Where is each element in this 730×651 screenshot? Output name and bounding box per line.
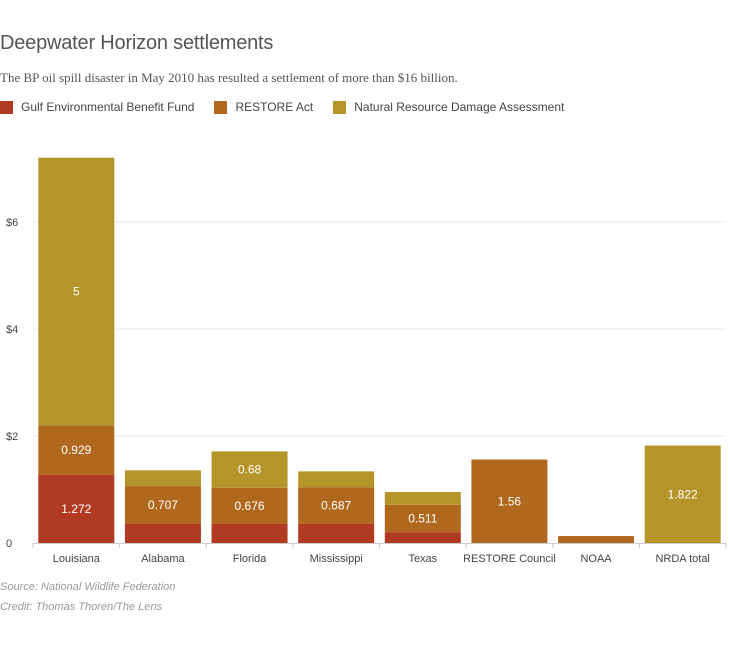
data-label: 0.676 (235, 499, 265, 513)
bar-segment (384, 532, 461, 543)
data-label: 0.707 (148, 498, 178, 512)
stacked-bar-chart: 0 $2 $4 $6 1.272 0.929 5 Louisiana 0.707 Alabama 0… (6, 157, 727, 565)
bar-segment (38, 474, 115, 543)
data-label: 1.272 (61, 502, 91, 516)
x-tick-label: Louisiana (53, 553, 101, 565)
y-tick-label: 0 (6, 538, 12, 550)
bar-segment (211, 451, 288, 488)
y-tick-label: $6 (6, 217, 18, 229)
data-label: 0.68 (238, 463, 262, 477)
chart-title: Deepwater Horizon settlements (0, 32, 274, 54)
bar-segment (558, 536, 635, 543)
legend-swatch-restore-act (214, 100, 228, 114)
legend: Gulf Environmental Benefit Fund RESTORE … (0, 100, 584, 114)
x-tick-label: Mississippi (310, 553, 363, 565)
bar-segment (384, 504, 461, 533)
bar-segment (384, 492, 461, 505)
source-note: Source: National Wildlife Federation (0, 581, 176, 593)
legend-label-restore-act: RESTORE Act (235, 100, 314, 114)
data-label: 0.687 (321, 499, 351, 513)
data-label: 1.56 (498, 494, 522, 508)
legend-item-nrda[interactable]: Natural Resource Damage Assessment (333, 100, 564, 114)
legend-swatch-nrda (333, 100, 347, 114)
chart-subtitle: The BP oil spill disaster in May 2010 ha… (0, 70, 458, 85)
y-tick-label: $2 (6, 431, 18, 443)
credit-note: Credit: Thomas Thoren/The Lens (0, 601, 163, 613)
legend-label-gulf-fund: Gulf Environmental Benefit Fund (21, 100, 195, 114)
bar-segment (298, 487, 375, 524)
data-label: 5 (73, 284, 80, 298)
bar-segment (471, 459, 548, 543)
bar-segment (298, 523, 375, 543)
x-tick-label: Texas (408, 553, 437, 565)
bar-segment (211, 523, 288, 543)
x-tick-label: NRDA total (655, 553, 709, 565)
bar-segment (38, 425, 115, 475)
legend-label-nrda: Natural Resource Damage Assessment (354, 100, 565, 114)
legend-item-gulf-fund[interactable]: Gulf Environmental Benefit Fund (0, 100, 194, 114)
legend-item-restore-act[interactable]: RESTORE Act (214, 100, 313, 114)
x-tick-label: RESTORE Council (463, 553, 556, 565)
x-tick-label: Alabama (141, 553, 185, 565)
data-label: 0.511 (408, 511, 437, 525)
data-label: 1.822 (668, 487, 698, 501)
bar-segment (38, 157, 115, 426)
bar-segment (211, 487, 288, 524)
x-tick-label: NOAA (580, 553, 612, 565)
bar-segment (644, 445, 721, 543)
bar-segment (124, 486, 201, 524)
bar-segment (124, 470, 201, 487)
data-label: 0.929 (61, 443, 91, 457)
y-tick-label: $4 (6, 324, 18, 336)
bar-segment (298, 471, 375, 488)
legend-swatch-gulf-fund (0, 100, 13, 114)
bar-segment (124, 523, 201, 543)
x-tick-label: Florida (233, 553, 268, 565)
